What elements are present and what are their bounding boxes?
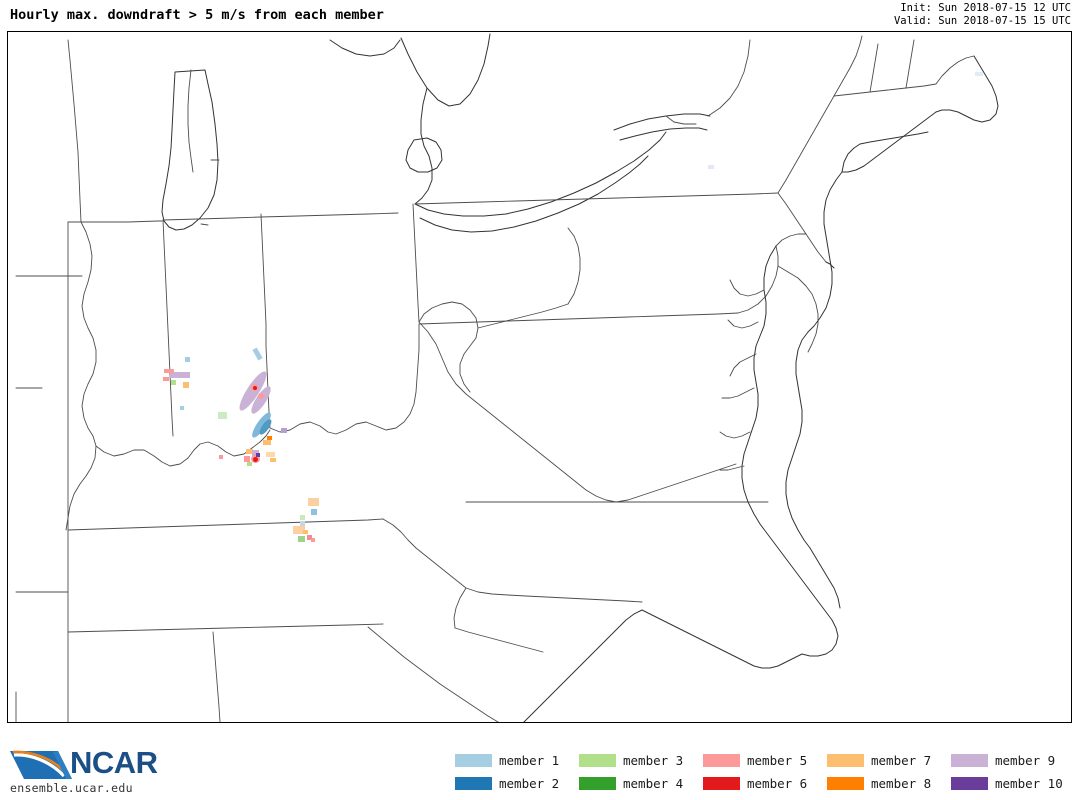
legend-label: member 2 xyxy=(499,776,560,791)
legend-label: member 6 xyxy=(747,776,808,791)
legend-swatch-icon xyxy=(827,754,864,767)
legend-item-member-4[interactable]: member 4 xyxy=(579,772,703,795)
legend-item-member-3[interactable]: member 3 xyxy=(579,749,703,772)
great-lakes-layer xyxy=(161,33,751,233)
ncar-wordmark: NCAR xyxy=(70,745,158,780)
footer-bar: NCAR ensemble.ucar.edu member 1 member 2… xyxy=(0,723,1080,800)
legend-swatch-icon xyxy=(703,754,740,767)
legend-label: member 4 xyxy=(623,776,684,791)
legend-item-member-7[interactable]: member 7 xyxy=(827,749,951,772)
legend-label: member 9 xyxy=(995,753,1056,768)
legend-label: member 3 xyxy=(623,753,684,768)
legend-swatch-icon xyxy=(827,777,864,790)
init-time: Init: Sun 2018-07-15 12 UTC xyxy=(900,2,1071,14)
domain-edge-layer xyxy=(15,221,83,722)
legend-swatch-icon xyxy=(455,777,492,790)
basemap-svg xyxy=(15,33,999,722)
legend-swatch-icon xyxy=(579,777,616,790)
ncar-logo[interactable]: NCAR ensemble.ucar.edu xyxy=(8,745,188,795)
page-title: Hourly max. downdraft > 5 m/s from each … xyxy=(10,7,384,23)
legend-item-member-10[interactable]: member 10 xyxy=(951,772,1075,795)
valid-time: Valid: Sun 2018-07-15 15 UTC xyxy=(893,14,1071,27)
legend-swatch-icon xyxy=(703,777,740,790)
legend-label: member 1 xyxy=(499,753,560,768)
ncar-logo-mark xyxy=(10,750,72,779)
legend-swatch-icon xyxy=(455,754,492,767)
header-bar: Hourly max. downdraft > 5 m/s from each … xyxy=(0,0,1080,30)
legend-label: member 7 xyxy=(871,753,932,768)
legend-swatch-icon xyxy=(579,754,616,767)
legend-label: member 5 xyxy=(747,753,808,768)
legend-item-member-6[interactable]: member 6 xyxy=(703,772,827,795)
state-boundary-layer xyxy=(65,35,975,722)
map-panel[interactable] xyxy=(7,31,1072,723)
legend-item-member-9[interactable]: member 9 xyxy=(951,749,1075,772)
legend-label: member 8 xyxy=(871,776,932,791)
legend-label: member 10 xyxy=(995,776,1063,791)
legend-swatch-icon xyxy=(951,777,988,790)
legend-item-member-8[interactable]: member 8 xyxy=(827,772,951,795)
coastline-layer xyxy=(523,55,999,722)
legend-item-member-5[interactable]: member 5 xyxy=(703,749,827,772)
legend-swatch-icon xyxy=(951,754,988,767)
model-run-info: Init: Sun 2018-07-15 12 UTC Valid: Sun 2… xyxy=(894,2,1071,27)
legend-item-member-2[interactable]: member 2 xyxy=(455,772,579,795)
ncar-url-label: ensemble.ucar.edu xyxy=(10,781,133,795)
legend-item-member-1[interactable]: member 1 xyxy=(455,749,579,772)
member-legend: member 1 member 2 member 3 member 4 memb… xyxy=(455,749,1075,795)
